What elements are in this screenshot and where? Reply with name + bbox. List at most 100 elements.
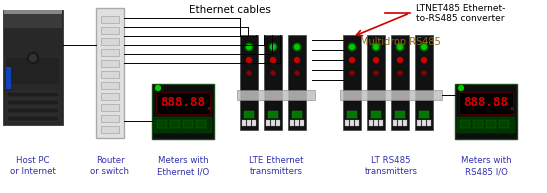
Bar: [415, 35, 433, 130]
Text: Ethernet cables: Ethernet cables: [189, 5, 271, 15]
Circle shape: [155, 85, 160, 91]
Bar: [6, 67, 11, 89]
Bar: [290, 120, 294, 126]
Bar: [7, 108, 59, 113]
Bar: [379, 120, 383, 126]
Bar: [101, 126, 119, 133]
Circle shape: [270, 44, 276, 50]
Bar: [154, 117, 212, 133]
Circle shape: [349, 44, 355, 50]
Bar: [350, 120, 354, 126]
Bar: [4, 10, 62, 28]
Bar: [393, 120, 397, 126]
Bar: [427, 120, 431, 126]
Text: LT RS485
transmitters: LT RS485 transmitters: [364, 156, 417, 176]
Bar: [455, 84, 517, 139]
Bar: [264, 35, 282, 130]
Bar: [371, 111, 381, 118]
Bar: [157, 120, 167, 128]
Text: 888.88: 888.88: [160, 96, 206, 109]
Bar: [268, 111, 278, 118]
Circle shape: [294, 58, 300, 63]
Bar: [374, 120, 378, 126]
Circle shape: [347, 42, 357, 52]
Circle shape: [350, 71, 354, 75]
Circle shape: [422, 71, 426, 75]
Bar: [101, 71, 119, 78]
Circle shape: [294, 44, 300, 50]
Bar: [459, 92, 513, 114]
Bar: [156, 92, 210, 114]
Bar: [343, 35, 361, 130]
Bar: [276, 120, 280, 126]
Bar: [101, 49, 119, 56]
Bar: [486, 120, 496, 128]
Bar: [101, 104, 119, 111]
Bar: [101, 60, 119, 67]
Circle shape: [29, 54, 37, 62]
Bar: [419, 111, 429, 118]
Bar: [367, 35, 385, 130]
Bar: [422, 120, 426, 126]
Text: Host PC
or Internet: Host PC or Internet: [10, 156, 56, 176]
Bar: [417, 120, 421, 126]
Circle shape: [458, 85, 463, 91]
Bar: [288, 35, 306, 130]
Bar: [96, 8, 124, 138]
Circle shape: [371, 42, 381, 52]
Text: Meters with
Ethernet I/O: Meters with Ethernet I/O: [157, 156, 209, 176]
Text: °: °: [206, 108, 210, 117]
Bar: [183, 120, 193, 128]
Bar: [395, 111, 405, 118]
Bar: [196, 120, 206, 128]
FancyBboxPatch shape: [3, 10, 63, 125]
Bar: [345, 120, 349, 126]
Circle shape: [247, 71, 251, 75]
Bar: [247, 120, 251, 126]
Circle shape: [27, 52, 39, 64]
Bar: [292, 111, 302, 118]
Bar: [457, 117, 515, 133]
Circle shape: [397, 44, 403, 50]
Bar: [242, 120, 246, 126]
Bar: [6, 57, 60, 85]
Bar: [240, 35, 258, 130]
Circle shape: [269, 42, 277, 52]
Text: Multidrop RS485: Multidrop RS485: [360, 37, 441, 47]
Bar: [7, 92, 59, 97]
Bar: [7, 116, 59, 121]
Circle shape: [247, 58, 252, 63]
Bar: [101, 16, 119, 23]
Text: °: °: [509, 108, 513, 117]
Bar: [403, 120, 407, 126]
Circle shape: [271, 58, 276, 63]
Bar: [101, 27, 119, 34]
Bar: [7, 100, 59, 105]
Circle shape: [398, 58, 403, 63]
Bar: [391, 35, 409, 130]
Bar: [473, 120, 483, 128]
Bar: [4, 10, 62, 14]
Circle shape: [374, 58, 379, 63]
Bar: [101, 82, 119, 89]
Circle shape: [398, 71, 402, 75]
Bar: [266, 120, 270, 126]
Circle shape: [293, 42, 301, 52]
Bar: [152, 84, 214, 139]
Bar: [244, 111, 254, 118]
Circle shape: [245, 42, 253, 52]
Bar: [300, 120, 304, 126]
Circle shape: [271, 71, 275, 75]
Bar: [398, 120, 402, 126]
Text: LTNET485 Ethernet-
to-RS485 converter: LTNET485 Ethernet- to-RS485 converter: [416, 4, 505, 23]
Text: 888.88: 888.88: [463, 96, 509, 109]
Circle shape: [421, 44, 427, 50]
Bar: [460, 120, 470, 128]
Bar: [295, 120, 299, 126]
Bar: [499, 120, 509, 128]
Circle shape: [374, 71, 378, 75]
Circle shape: [246, 44, 252, 50]
Bar: [252, 120, 256, 126]
Text: Meters with
RS485 I/O: Meters with RS485 I/O: [461, 156, 511, 176]
Text: LTE Ethernet
transmitters: LTE Ethernet transmitters: [249, 156, 303, 176]
